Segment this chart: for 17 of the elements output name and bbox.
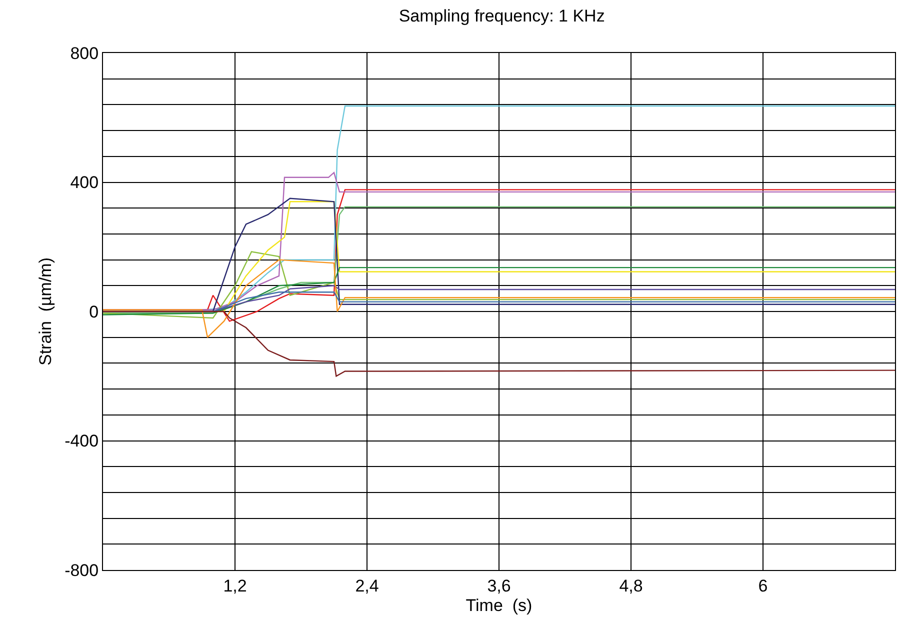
chart-title: Sampling frequency: 1 KHz: [398, 6, 605, 26]
line-series: [103, 310, 895, 377]
line-series: [103, 259, 895, 338]
y-tick-label: 800: [70, 44, 99, 63]
y-tick-label: 0: [89, 302, 99, 322]
x-tick-label: 6: [758, 576, 768, 596]
y-tick-label: 400: [70, 173, 99, 192]
x-tick-label: 1,2: [223, 576, 247, 596]
y-axis-title: Strain (µm/m): [36, 257, 56, 366]
x-tick-label: 4,8: [619, 576, 643, 596]
x-tick-label: 2,4: [355, 576, 379, 596]
y-tick-label: -800: [64, 560, 99, 580]
y-tick-label: -400: [64, 432, 99, 451]
line-series: [103, 266, 895, 316]
x-axis-title: Time (s): [466, 596, 532, 615]
x-tick-label: 3,6: [487, 576, 511, 596]
line-series: [103, 251, 895, 319]
